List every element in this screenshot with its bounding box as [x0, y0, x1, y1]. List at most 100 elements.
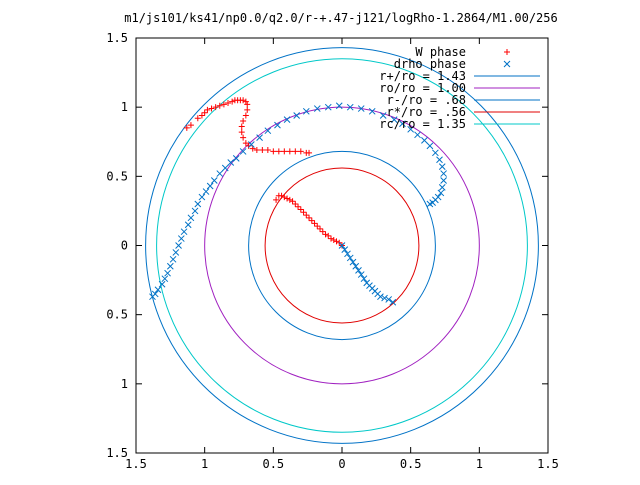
w-phase-point-40: [278, 192, 285, 199]
drho-phase-point-24: [239, 148, 247, 155]
drho-phase-point-71: [381, 294, 388, 302]
w-phase-point-16: [242, 98, 249, 105]
w-phase-point-35: [297, 148, 304, 155]
w-phase-point-58: [328, 235, 335, 242]
drho-phase-point-56: [338, 242, 346, 249]
w-phase-point-17: [244, 101, 251, 108]
w-phase-point-22: [238, 129, 245, 136]
x-tick-label-3: 0: [338, 457, 345, 471]
drho-phase-point-3: [158, 280, 166, 288]
drho-phase-point-19: [210, 177, 218, 184]
drho-phase-point-14: [191, 207, 199, 215]
w-phase-point-24: [242, 140, 249, 147]
legend-drho-phase-label: drho phase: [394, 57, 466, 71]
circle-ro-ro-1-00: [204, 106, 480, 385]
y-tick-label-1: 1: [121, 100, 128, 114]
drho-phase-point-42: [414, 131, 421, 139]
y-tick-label-0: 1.5: [106, 31, 128, 45]
drho-phase-point-17: [202, 188, 210, 195]
drho-phase-point-70: [377, 293, 384, 301]
w-phase-point-41: [281, 194, 288, 201]
w-phase-point-4: [201, 109, 208, 116]
drho-phase-point-34: [335, 102, 343, 110]
drho-phase-point-18: [206, 182, 214, 190]
drho-phase-point-8: [172, 249, 180, 256]
chart-title: m1/js101/ks41/np0.0/q2.0/r-+.47-j121/log…: [124, 11, 557, 25]
drho-phase-point-73: [389, 298, 397, 306]
w-phase-point-3: [198, 112, 205, 119]
w-phase-point-56: [322, 231, 329, 238]
drho-phase-point-16: [198, 193, 206, 201]
drho-phase-point-48: [440, 170, 447, 177]
drho-phase-point-40: [399, 120, 406, 128]
drho-phase-point-31: [302, 107, 310, 115]
w-phase-point-47: [297, 206, 304, 213]
y-tick-label-6: 1.5: [106, 446, 128, 460]
drho-phase-point-28: [274, 121, 281, 129]
drho-phase-point-27: [264, 127, 272, 135]
w-phase-point-10: [225, 100, 232, 107]
w-phase-point-53: [314, 223, 321, 230]
legend-rc-ro-1-35-label: rc/ro = 1.35: [379, 117, 466, 131]
drho-phase-point-64: [360, 275, 368, 283]
legend-r-ro-68-label: r-/ro = .68: [387, 93, 466, 107]
drho-phase-point-58: [344, 250, 351, 258]
w-phase-point-51: [308, 217, 315, 224]
drho-phase-point-50: [438, 184, 446, 191]
w-phase-point-54: [317, 225, 324, 232]
drho-phase-point-46: [436, 156, 443, 164]
w-phase-point-37: [306, 149, 313, 156]
w-phase-point-8: [216, 102, 223, 109]
drho-phase-point-1: [151, 290, 159, 298]
legend-r-ro-56-label: r*/ro = .56: [387, 105, 466, 119]
w-phase-point-26: [249, 145, 256, 152]
circle-r-ro-68: [248, 150, 436, 341]
w-phase-point-1: [187, 122, 194, 129]
legend-drho-phase-sample: [503, 60, 511, 68]
w-phase-point-34: [292, 148, 299, 155]
w-phase-point-20: [240, 118, 247, 124]
x-tick-label-0: 1.5: [125, 457, 147, 471]
drho-phase-point-33: [324, 103, 332, 111]
x-tick-label-5: 1: [476, 457, 483, 471]
w-phase-point-55: [319, 228, 326, 235]
drho-phase-point-35: [346, 103, 354, 111]
drho-phase-point-62: [355, 267, 362, 274]
drho-phase-point-38: [379, 112, 387, 119]
legend-ro-ro-1-00-label: ro/ro = 1.00: [379, 81, 466, 95]
drho-phase-point-45: [432, 149, 439, 157]
w-phase-point-43: [286, 196, 293, 203]
w-phase-point-38: [273, 196, 280, 203]
x-tick-label-1: 1: [201, 457, 208, 471]
drho-phase-point-21: [221, 164, 229, 172]
w-phase-point-50: [306, 214, 313, 221]
w-phase-point-23: [240, 134, 247, 141]
w-phase-point-31: [275, 148, 282, 155]
drho-phase-point-60: [349, 258, 357, 266]
drho-phase-point-7: [169, 255, 177, 263]
w-phase-point-59: [330, 236, 337, 243]
drho-phase-point-23: [232, 154, 240, 162]
w-phase-point-28: [259, 147, 266, 154]
w-phase-point-5: [204, 106, 211, 113]
drho-phase-point-59: [346, 254, 354, 262]
legend-w-phase-label: W phase: [415, 45, 466, 59]
w-phase-point-30: [270, 148, 277, 155]
circle-r-ro-1-43: [145, 47, 539, 444]
reference-circles: [145, 47, 539, 444]
w-phase-point-27: [253, 147, 260, 154]
circle-r-ro-56: [264, 167, 420, 324]
drho-phase-point-20: [216, 170, 224, 177]
drho-phase-point-12: [184, 221, 192, 229]
w-phase-point-46: [295, 203, 302, 210]
w-phase-point-48: [300, 209, 307, 216]
y-tick-label-2: 0.5: [106, 169, 128, 183]
drho-phase-point-43: [421, 137, 428, 144]
w-phase-point-19: [242, 112, 249, 119]
drho-phase-point-2: [154, 286, 162, 294]
w-phase-point-60: [333, 238, 340, 245]
w-phase-point-9: [220, 101, 227, 108]
legend-w-phase-sample: [504, 49, 510, 55]
w-phase-point-0: [183, 124, 190, 131]
